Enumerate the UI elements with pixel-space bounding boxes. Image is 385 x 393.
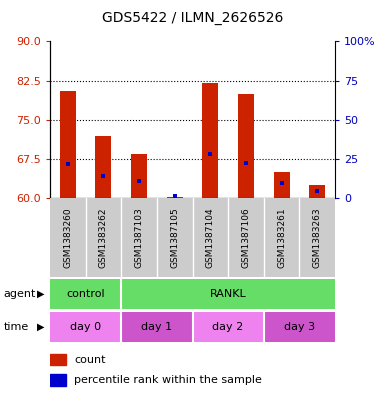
Bar [60, 91, 76, 198]
Text: time: time [4, 322, 29, 332]
Text: control: control [66, 289, 105, 299]
Text: day 0: day 0 [70, 322, 101, 332]
Bar [95, 136, 112, 198]
Text: count: count [74, 354, 106, 365]
Bar [167, 197, 183, 198]
Bar [202, 83, 218, 198]
Text: GSM1387104: GSM1387104 [206, 208, 215, 268]
Bar [309, 185, 325, 198]
Bar [50, 354, 66, 365]
Text: agent: agent [4, 289, 36, 299]
Bar [121, 279, 335, 309]
Text: percentile rank within the sample: percentile rank within the sample [74, 375, 262, 385]
Bar [264, 312, 335, 342]
Bar [50, 374, 66, 386]
Text: ▶: ▶ [37, 322, 44, 332]
Text: GSM1387106: GSM1387106 [241, 208, 250, 268]
Bar [273, 172, 290, 198]
Text: ▶: ▶ [37, 289, 44, 299]
Text: day 2: day 2 [213, 322, 244, 332]
Bar [131, 154, 147, 198]
Text: GSM1383262: GSM1383262 [99, 208, 108, 268]
Text: RANKL: RANKL [210, 289, 246, 299]
Text: GSM1383263: GSM1383263 [313, 208, 321, 268]
Text: day 1: day 1 [141, 322, 172, 332]
Bar [238, 94, 254, 198]
Bar [121, 312, 192, 342]
Text: GSM1387105: GSM1387105 [170, 208, 179, 268]
Bar [192, 312, 264, 342]
Text: GSM1383261: GSM1383261 [277, 208, 286, 268]
Text: GSM1387103: GSM1387103 [135, 208, 144, 268]
Text: GSM1383260: GSM1383260 [64, 208, 72, 268]
Bar [50, 279, 121, 309]
Text: day 3: day 3 [284, 322, 315, 332]
Text: GDS5422 / ILMN_2626526: GDS5422 / ILMN_2626526 [102, 11, 283, 25]
Bar [50, 312, 121, 342]
